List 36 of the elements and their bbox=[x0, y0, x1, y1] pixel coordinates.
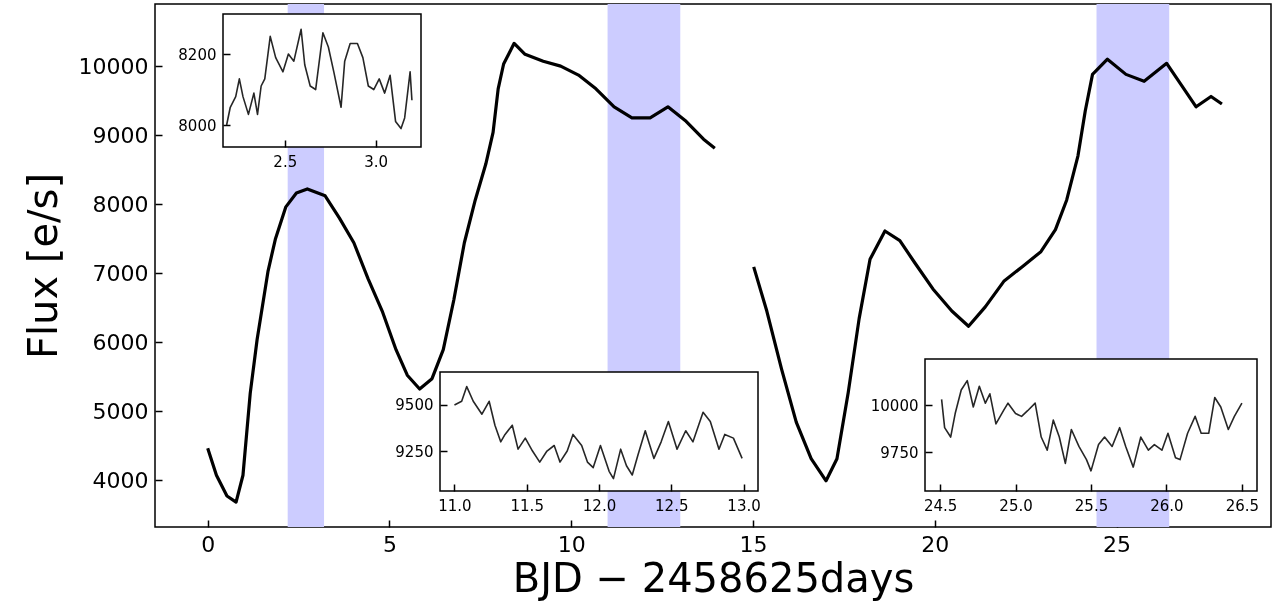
y-tick-label: 10000 bbox=[78, 53, 149, 79]
x-tick-label: 11.0 bbox=[438, 496, 472, 515]
x-axis-title: BJD − 2458625days bbox=[512, 554, 915, 601]
x-tick-label: 12.5 bbox=[655, 496, 689, 515]
y-tick-label: 4000 bbox=[92, 467, 149, 493]
x-tick-label: 25.0 bbox=[999, 496, 1033, 515]
y-tick-label: 8200 bbox=[178, 45, 217, 64]
y-tick-label: 9500 bbox=[395, 396, 434, 415]
y-tick-label: 8000 bbox=[178, 116, 217, 135]
y-tick-label: 5000 bbox=[92, 398, 149, 424]
x-tick-label: 15 bbox=[739, 531, 768, 557]
y-tick-label: 6000 bbox=[92, 329, 149, 355]
x-tick-label: 13.0 bbox=[727, 496, 761, 515]
y-tick-label: 7000 bbox=[92, 260, 149, 286]
x-tick-label: 10 bbox=[557, 531, 586, 557]
x-tick-label: 5 bbox=[382, 531, 397, 557]
y-tick-label: 9000 bbox=[92, 122, 149, 148]
x-tick-label: 25 bbox=[1103, 531, 1131, 557]
x-tick-label: 25.5 bbox=[1074, 496, 1109, 515]
x-tick-label: 26.5 bbox=[1225, 496, 1260, 515]
y-tick-label: 9250 bbox=[395, 442, 434, 461]
line-series bbox=[225, 28, 413, 130]
x-tick-label: 26.0 bbox=[1150, 496, 1184, 515]
x-tick-label: 24.5 bbox=[923, 496, 958, 515]
x-tick-label: 2.5 bbox=[273, 152, 298, 171]
line-series bbox=[453, 385, 743, 480]
y-tick-label: 9750 bbox=[880, 443, 919, 462]
y-axis-title: Flux [e/s] bbox=[19, 173, 66, 359]
x-tick-label: 0 bbox=[201, 531, 216, 557]
x-tick-label: 12.0 bbox=[582, 496, 617, 515]
x-tick-label: 11.5 bbox=[510, 496, 544, 515]
y-tick-label: 10000 bbox=[870, 396, 919, 415]
x-tick-label: 20 bbox=[921, 531, 950, 557]
y-tick-label: 8000 bbox=[92, 191, 149, 217]
x-tick-label: 3.0 bbox=[364, 152, 389, 171]
line-series bbox=[940, 379, 1243, 472]
